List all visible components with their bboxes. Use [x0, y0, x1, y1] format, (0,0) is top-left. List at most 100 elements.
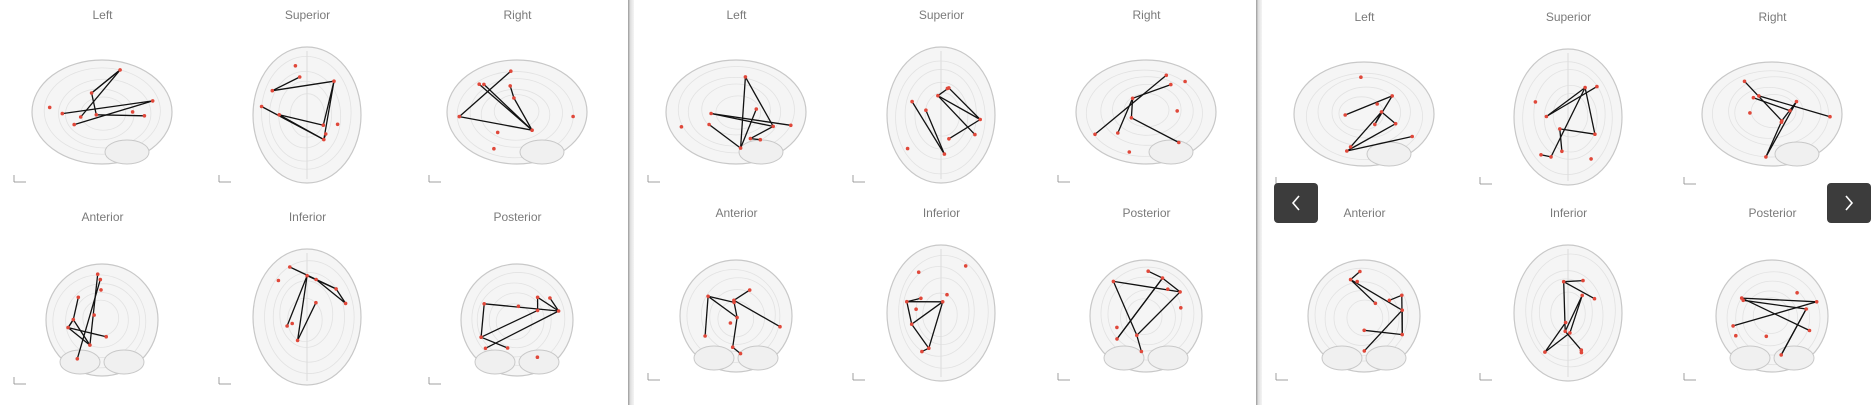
- node-dot: [118, 68, 122, 72]
- brain-contour: [1107, 276, 1183, 352]
- orientation-axes: [428, 377, 441, 385]
- brain-contour: [1112, 83, 1182, 136]
- brain-contour: [1531, 270, 1604, 361]
- view-label: Posterior: [493, 210, 542, 224]
- connection-edge: [1564, 330, 1582, 351]
- node-dot: [738, 146, 743, 150]
- orientation-axes: [1479, 373, 1492, 381]
- brain-contour: [677, 66, 795, 154]
- brain-contour: [1552, 93, 1589, 138]
- brain-figure: [852, 244, 996, 382]
- node-dot: [1093, 132, 1097, 137]
- brain-contour: [1543, 84, 1598, 153]
- connection-edge: [335, 288, 347, 304]
- brain-panel-2: Left Superior Right Anterior Inferior Po…: [634, 0, 1256, 405]
- connection-edge: [1546, 86, 1598, 118]
- node-dot: [290, 321, 294, 326]
- brain-contour: [1734, 86, 1804, 139]
- brain-shape: [1701, 61, 1843, 167]
- node-dot: [1788, 108, 1792, 113]
- node-dot: [1764, 334, 1769, 339]
- node-dot: [47, 105, 52, 110]
- brain-contour: [1525, 253, 1616, 368]
- connection-edge: [1765, 120, 1783, 158]
- connection-edge: [480, 303, 485, 338]
- connection-edge: [76, 279, 101, 359]
- node-dot: [730, 345, 735, 349]
- node-dot: [1169, 82, 1173, 87]
- node-dot: [314, 300, 318, 305]
- node-dot: [1583, 85, 1587, 90]
- connection-edge: [732, 317, 738, 348]
- connection-edge: [708, 123, 741, 149]
- view-label: Posterior: [1748, 206, 1797, 220]
- node-dot: [1343, 113, 1347, 117]
- view-label: Inferior: [288, 210, 327, 224]
- node-dot: [1178, 290, 1182, 294]
- brain-contour: [1331, 86, 1402, 139]
- node-dot: [1560, 149, 1564, 154]
- connection-edge: [1780, 308, 1807, 356]
- node-dot: [321, 123, 326, 127]
- brain-figure: [13, 263, 159, 385]
- node-dot: [1111, 279, 1116, 284]
- connection-edge: [1136, 291, 1181, 336]
- node-dot: [1129, 116, 1134, 120]
- brain-contour: [709, 289, 766, 345]
- connection-edge: [67, 327, 91, 346]
- orientation-axes: [1275, 373, 1288, 381]
- view-label: Inferior: [1549, 206, 1588, 220]
- view-anterior: Anterior: [1262, 198, 1467, 398]
- node-dot: [1400, 308, 1404, 312]
- connection-edge: [1743, 299, 1807, 310]
- brain-contour: [915, 277, 970, 345]
- connection-edge: [1350, 111, 1382, 148]
- node-dot: [1146, 269, 1150, 273]
- brain-contour: [1726, 271, 1821, 366]
- node-dot: [285, 324, 289, 328]
- next-button[interactable]: [1827, 183, 1871, 223]
- node-dot: [323, 132, 328, 136]
- brain-shape: [252, 248, 362, 386]
- view-superior: Superior: [205, 0, 410, 200]
- brain-figure: [1275, 259, 1421, 381]
- node-dot: [754, 107, 759, 111]
- brain-contour: [476, 282, 552, 358]
- node-dot: [142, 114, 147, 118]
- node-dot: [508, 84, 512, 88]
- connection-edge: [67, 326, 107, 338]
- cerebellum-left: [1321, 345, 1363, 371]
- brain-figure: [218, 248, 362, 386]
- node-dot: [735, 315, 739, 320]
- view-anterior: Anterior: [0, 202, 205, 402]
- previous-button[interactable]: [1274, 183, 1318, 223]
- orientation-axes: [1683, 373, 1696, 381]
- cerebellum-right: [518, 349, 560, 375]
- brain-outline: [1075, 59, 1217, 165]
- brain-outline: [446, 59, 588, 165]
- node-dot: [495, 130, 500, 135]
- orientation-axes: [852, 175, 865, 183]
- connection-edge: [279, 114, 324, 126]
- brain-shape: [45, 263, 159, 377]
- node-dot: [905, 146, 910, 151]
- node-dot: [482, 302, 486, 306]
- brain-shape: [886, 46, 996, 184]
- connection-edge: [1569, 295, 1583, 334]
- node-dot: [789, 123, 793, 128]
- connection-edge: [1136, 335, 1143, 352]
- brain-contour: [495, 303, 533, 341]
- cerebellum-left: [1729, 345, 1771, 371]
- brain-contour: [287, 297, 323, 343]
- node-dot: [1379, 110, 1384, 114]
- cerebellum: [1148, 139, 1194, 165]
- node-dot: [1400, 332, 1404, 337]
- brain-contour: [898, 254, 989, 369]
- node-dot: [942, 152, 947, 156]
- connection-edge: [750, 125, 774, 140]
- node-dot: [1393, 121, 1398, 126]
- node-dot: [1115, 325, 1119, 330]
- connection-edge: [509, 85, 515, 99]
- node-dot: [259, 104, 264, 109]
- node-dot: [270, 88, 275, 93]
